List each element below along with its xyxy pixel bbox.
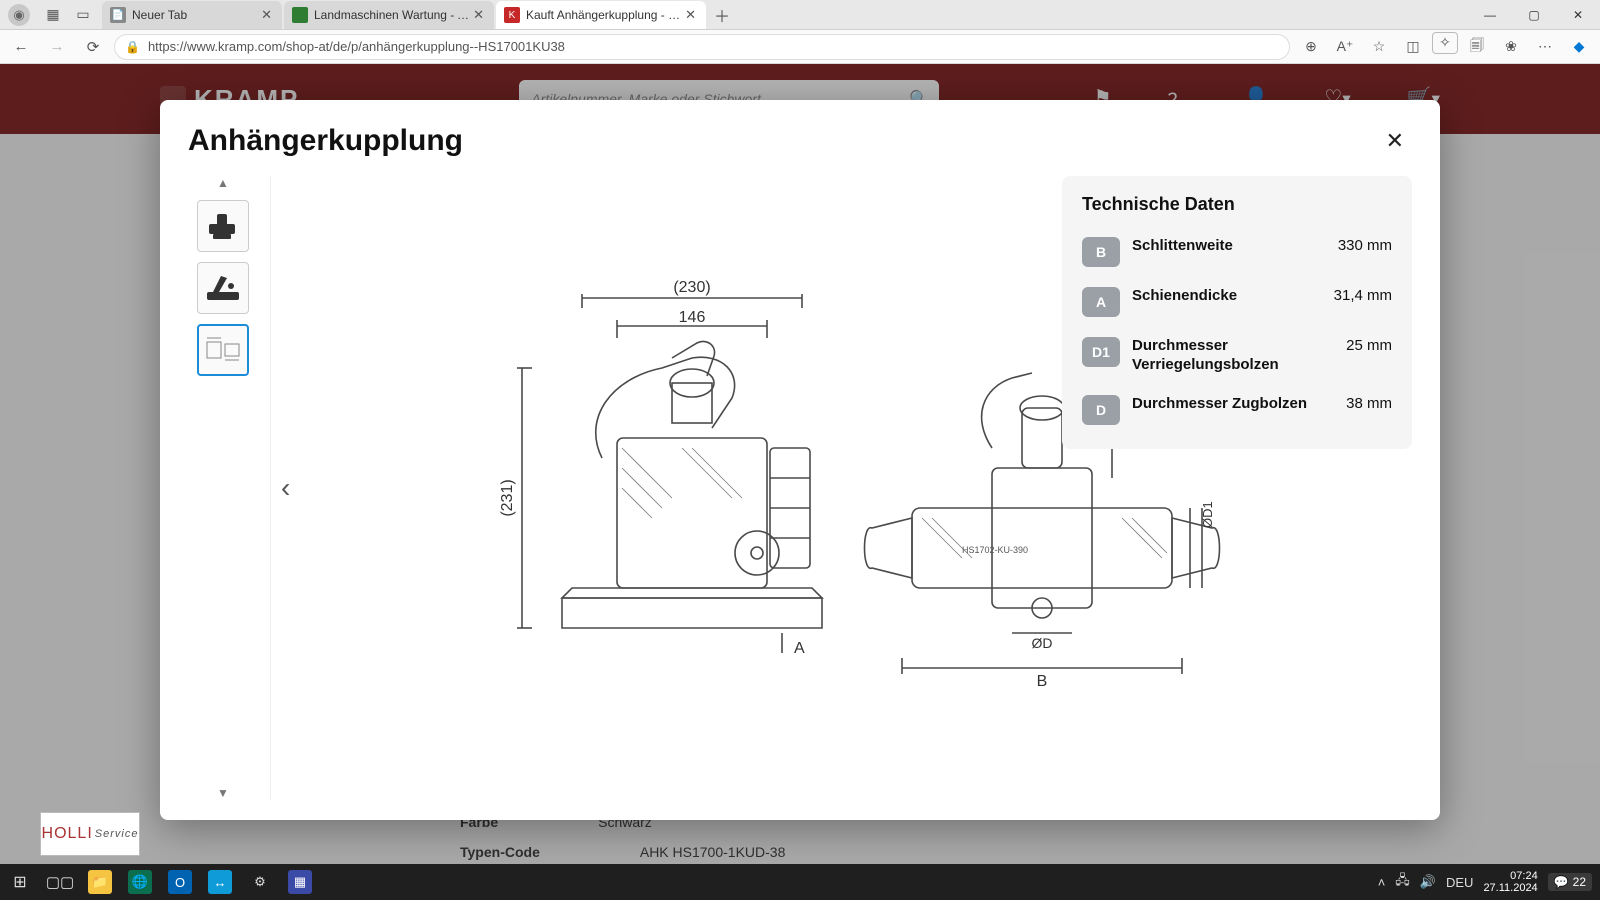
tray-language[interactable]: DEU (1446, 875, 1473, 890)
spec-value: 38 mm (1346, 395, 1392, 412)
page-viewport: KRAMP Artikelnummer, Marke oder Stichwor… (0, 64, 1600, 864)
favicon (292, 7, 308, 23)
tab-kramp[interactable]: K Kauft Anhängerkupplung - KRAM… ✕ (496, 1, 706, 29)
svg-text:ØD: ØD (1031, 635, 1052, 651)
extensions-icon[interactable]: ✧ (1432, 32, 1458, 54)
tab-title: Kauft Anhängerkupplung - KRAM… (526, 8, 683, 22)
spec-badge: B (1082, 237, 1120, 267)
thumbs-up-arrow[interactable]: ▲ (217, 176, 229, 190)
taskbar-app-generic[interactable]: ▦ (280, 864, 320, 900)
watermark-brand: HOLLI (42, 825, 93, 843)
svg-text:B: B (1036, 673, 1047, 690)
favicon: K (504, 7, 520, 23)
svg-text:(230): (230) (673, 279, 710, 296)
browser-titlebar: ◉ ▦ ▭ 📄 Neuer Tab ✕ Landmaschinen Wartun… (0, 0, 1600, 30)
prev-image-button[interactable]: ‹ (281, 472, 290, 504)
tray-date: 27.11.2024 (1483, 882, 1537, 894)
svg-text:HS1702-KU-390: HS1702-KU-390 (962, 545, 1028, 555)
tray-notifications[interactable]: 💬22 (1548, 873, 1592, 891)
url-text: https://www.kramp.com/shop-at/de/p/anhän… (148, 39, 565, 54)
close-icon[interactable]: ✕ (471, 7, 486, 23)
minimize-button[interactable]: — (1468, 0, 1512, 30)
svg-text:ØD1: ØD1 (1200, 501, 1215, 528)
modal-title: Anhängerkupplung (188, 124, 463, 158)
taskbar-app-edge[interactable]: 🌐 (120, 864, 160, 900)
read-aloud-icon[interactable]: A⁺ (1330, 32, 1360, 62)
copilot-icon[interactable]: ◆ (1564, 32, 1594, 62)
tray-network-icon[interactable]: 🖧 (1395, 871, 1410, 893)
forward-button[interactable]: → (42, 32, 72, 62)
thumbs-down-arrow[interactable]: ▼ (217, 786, 229, 800)
spec-label: Schienendicke (1132, 287, 1322, 306)
maximize-button[interactable]: ▢ (1512, 0, 1556, 30)
lock-icon: 🔒 (125, 40, 140, 54)
tab-title: Neuer Tab (132, 8, 259, 22)
watermark-badge: HOLLIService (40, 812, 140, 856)
more-icon[interactable]: ⋯ (1530, 32, 1560, 62)
spec-label: Durchmesser Zugbolzen (1132, 395, 1334, 414)
split-screen-icon[interactable]: ◫ (1398, 32, 1428, 62)
spec-panel: Technische Daten B Schlittenweite 330 mm… (1062, 176, 1412, 449)
favicon: 📄 (110, 7, 126, 23)
taskbar-app-settings[interactable]: ⚙ (240, 864, 280, 900)
notif-count: 22 (1573, 875, 1586, 889)
back-button[interactable]: ← (6, 32, 36, 62)
spec-value: 31,4 mm (1334, 287, 1392, 304)
taskbar-app-teamviewer[interactable]: ↔ (200, 864, 240, 900)
image-modal: Anhängerkupplung ✕ ▲ ▼ ‹ (160, 100, 1440, 820)
collections-icon[interactable]: 🗐 (1462, 32, 1492, 62)
window-controls: — ▢ ✕ (1468, 0, 1600, 30)
spec-label: Durchmesser Verriegelungsbolzen (1132, 337, 1334, 375)
spec-badge: D1 (1082, 337, 1120, 367)
thumbnail-1[interactable] (197, 200, 249, 252)
spec-row: D Durchmesser Zugbolzen 38 mm (1082, 385, 1392, 435)
taskbar: ⊞ ▢▢ 📁 🌐 O ↔ ⚙ ▦ ˄ 🖧 🔊 DEU 07:24 27.11.2… (0, 864, 1600, 900)
tab-strip: 📄 Neuer Tab ✕ Landmaschinen Wartung - An… (102, 0, 1468, 29)
task-view-button[interactable]: ▢▢ (40, 864, 80, 900)
svg-text:A: A (794, 640, 805, 657)
tab-neuer-tab[interactable]: 📄 Neuer Tab ✕ (102, 1, 282, 29)
watermark-sub: Service (95, 828, 139, 840)
tray-time: 07:24 (1483, 870, 1537, 882)
spec-value: 330 mm (1338, 237, 1392, 254)
spec-badge: D (1082, 395, 1120, 425)
tray-chevron-icon[interactable]: ˄ (1378, 875, 1386, 890)
close-icon[interactable]: ✕ (259, 7, 274, 23)
close-icon[interactable]: ✕ (683, 7, 698, 23)
profile-avatar[interactable]: ◉ (8, 4, 30, 26)
spec-label: Schlittenweite (1132, 237, 1326, 256)
tray-clock[interactable]: 07:24 27.11.2024 (1483, 870, 1537, 894)
performance-icon[interactable]: ❀ (1496, 32, 1526, 62)
address-bar: ← → ⟳ 🔒 https://www.kramp.com/shop-at/de… (0, 30, 1600, 64)
workspaces-icon[interactable]: ▦ (38, 0, 68, 30)
url-field[interactable]: 🔒 https://www.kramp.com/shop-at/de/p/anh… (114, 34, 1290, 60)
system-tray: ˄ 🖧 🔊 DEU 07:24 27.11.2024 💬22 (1378, 870, 1600, 894)
modal-close-button[interactable]: ✕ (1378, 124, 1412, 158)
spec-badge: A (1082, 287, 1120, 317)
tab-title: Landmaschinen Wartung - Ange… (314, 8, 471, 22)
close-window-button[interactable]: ✕ (1556, 0, 1600, 30)
spec-row: A Schienendicke 31,4 mm (1082, 277, 1392, 327)
tab-landmaschinen[interactable]: Landmaschinen Wartung - Ange… ✕ (284, 1, 494, 29)
svg-text:146: 146 (678, 309, 705, 326)
thumbnail-3[interactable] (197, 324, 249, 376)
tray-volume-icon[interactable]: 🔊 (1420, 874, 1436, 890)
thumbnail-2[interactable] (197, 262, 249, 314)
taskbar-app-outlook[interactable]: O (160, 864, 200, 900)
new-tab-button[interactable]: ＋ (708, 1, 736, 29)
spec-row: D1 Durchmesser Verriegelungsbolzen 25 mm (1082, 327, 1392, 385)
svg-text:(231): (231) (499, 479, 516, 516)
favorite-icon[interactable]: ☆ (1364, 32, 1394, 62)
refresh-button[interactable]: ⟳ (78, 32, 108, 62)
thumbnail-rail: ▲ ▼ (188, 176, 258, 800)
spec-row: B Schlittenweite 330 mm (1082, 227, 1392, 277)
spec-panel-title: Technische Daten (1082, 194, 1392, 215)
start-button[interactable]: ⊞ (0, 864, 40, 900)
tab-actions-icon[interactable]: ▭ (68, 0, 98, 30)
spec-value: 25 mm (1346, 337, 1392, 354)
taskbar-app-explorer[interactable]: 📁 (80, 864, 120, 900)
zoom-icon[interactable]: ⊕ (1296, 32, 1326, 62)
